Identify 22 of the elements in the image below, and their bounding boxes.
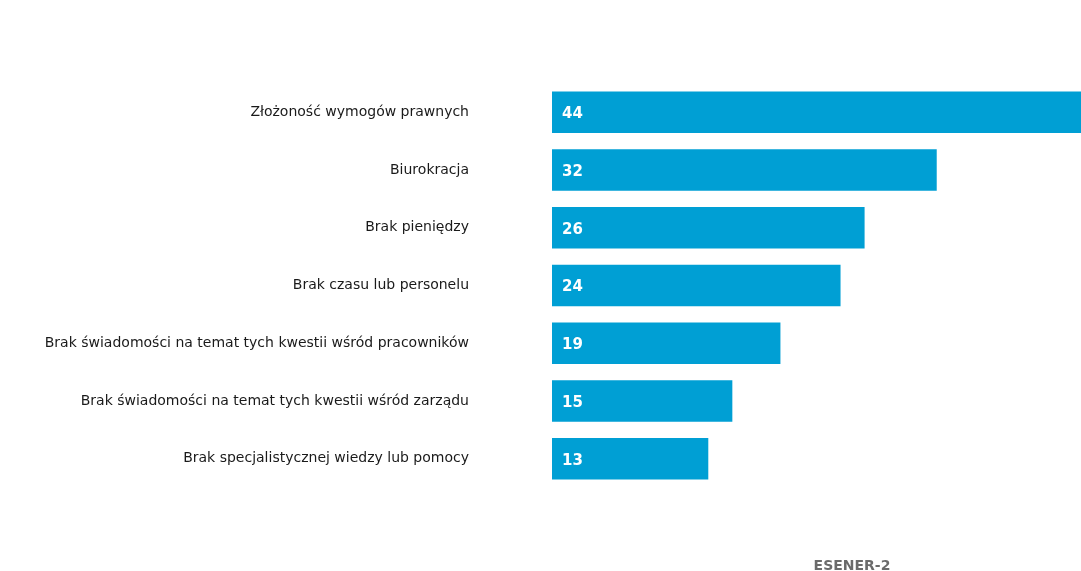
y-tick-label: Brak czasu lub personelu: [292, 276, 469, 293]
bar: [552, 380, 733, 422]
bar: [552, 206, 865, 249]
data-label: 13: [562, 450, 583, 469]
bar: [552, 322, 781, 365]
data-label: 15: [562, 392, 583, 411]
bar: [552, 91, 1081, 134]
data-label: 32: [562, 161, 583, 180]
y-tick-label: Biurokracja: [390, 160, 469, 177]
y-tick-label: Złożoność wymogów prawnych: [250, 102, 469, 119]
y-tick-label: Brak pieniędzy: [365, 218, 469, 235]
text: ESENER-2: [813, 557, 891, 571]
data-label: 24: [562, 277, 583, 296]
y-tick-label: Brak świadomości na temat tych kwestii wśród zarządu: [80, 391, 469, 408]
y-tick-label: Brak świadomości na temat tych kwestii wśród pracowników: [44, 333, 469, 350]
data-label: 26: [562, 219, 583, 238]
bar: [552, 437, 709, 480]
y-tick-label: Brak specjalistycznej wiedzy lub pomocy: [183, 449, 469, 466]
data-label: 44: [562, 104, 583, 123]
bar: [552, 149, 937, 191]
bar: [552, 264, 841, 307]
data-label: 19: [562, 335, 583, 354]
